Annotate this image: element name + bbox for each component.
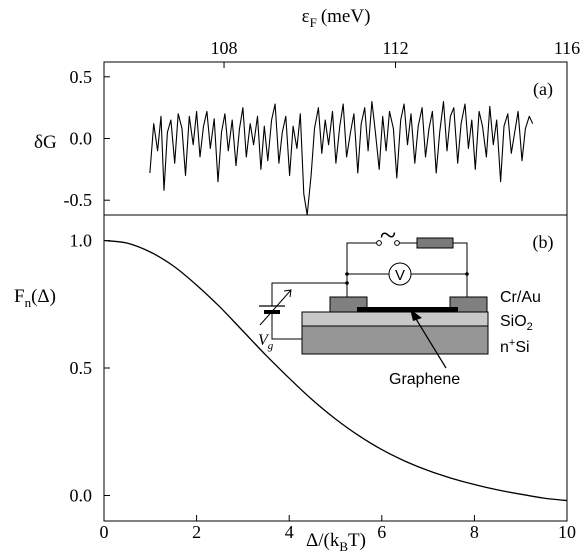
gate-battery-short-plate: [264, 310, 280, 314]
panel-b-x-tick-label: 0: [100, 522, 109, 542]
ac-source-icon: ~: [380, 219, 396, 252]
panel-b-series-line: [103, 239, 568, 502]
panel-b-y-label-tail: (Δ): [31, 286, 56, 307]
voltmeter-label: V: [395, 267, 405, 284]
voltmeter-icon: [388, 262, 412, 286]
panel-a-top-tick-label: 112: [382, 38, 408, 58]
panel-b-x-tick-label: 4: [285, 522, 294, 542]
substrate-layer: [301, 325, 489, 355]
panel-a-y-tick-label: 0.0: [70, 129, 93, 149]
panel-b-y-ticks: 1.0 0.5 0.0: [70, 231, 110, 506]
panel-b-y-label-main: F: [14, 286, 25, 307]
panel-b-y-axis-label: Fn(Δ): [14, 286, 56, 310]
gate-voltage-label: Vg: [258, 332, 274, 352]
substrate-label-plus: +: [509, 337, 515, 349]
contact-right: [449, 296, 488, 313]
panel-b-x-label-main: Δ/(k: [306, 530, 340, 551]
substrate-label-main: n: [500, 339, 509, 356]
panel-b-x-axis-label: Δ/(kBT): [306, 530, 366, 554]
panel-b-x-tick-label: 10: [558, 522, 576, 542]
gate-arrow-head: [283, 289, 292, 298]
top-axis-title-sub: F: [310, 15, 317, 30]
panel-a-top-ticks: 108 112 116: [211, 38, 580, 68]
panel-b-x-ticks: 0 2 4 6 8 10: [100, 515, 576, 542]
panel-a-y-axis-label: δG: [34, 132, 57, 153]
panel-b-y-tick-label: 0.0: [70, 486, 93, 506]
wire-gate-top: [271, 282, 347, 306]
panel-b-x-tick-label: 6: [377, 522, 386, 542]
substrate-label: n+Si: [500, 337, 530, 356]
junction-dot-left: [345, 272, 349, 276]
contact-label: Cr/Au: [500, 289, 541, 306]
wire-top-left: [346, 242, 378, 297]
oxide-label-main: SiO: [500, 313, 527, 330]
panel-b-x-label-tail: T): [348, 530, 366, 551]
panel-b-y-tick-label: 0.5: [70, 358, 93, 378]
graphene-pointer-arrow-head: [410, 309, 422, 321]
series-resistor: [416, 237, 454, 249]
graphene-strip: [357, 307, 458, 312]
panel-b-y-tick-label: 1.0: [70, 231, 93, 251]
panel-b-x-tick-label: 8: [470, 522, 479, 542]
gate-label-main: V: [258, 332, 270, 349]
panel-b-label: (b): [533, 232, 554, 253]
switch-contact-left: [376, 240, 382, 246]
top-axis-title-unit: (meV): [321, 6, 371, 27]
panel-b-x-tick-label: 2: [192, 522, 201, 542]
switch-contact-right: [394, 240, 400, 246]
panel-a-y-tick-label: 0.5: [70, 67, 93, 87]
panel-b-y-label-sub: n: [25, 295, 32, 310]
substrate-label-tail: Si: [515, 339, 529, 356]
gate-label-sub: g: [268, 340, 274, 352]
wire-gate-bottom: [271, 312, 302, 340]
panel-a-y-ticks: 0.5 0.0 -0.5: [64, 67, 110, 210]
panel-a-y-tick-label: -0.5: [64, 190, 93, 210]
oxide-label-sub: 2: [527, 321, 533, 333]
panel-a-top-axis-title: εF (meV): [302, 6, 371, 30]
graphene-label: Graphene: [389, 371, 460, 388]
circuit-wires: [259, 242, 468, 340]
wire-top-right: [453, 242, 468, 297]
panel-b: 0 2 4 6 8 10 1.00.50.0 Fn(Δ) Δ/(kBT) (b): [14, 214, 576, 554]
panel-a-top-tick-label: 108: [211, 38, 238, 58]
oxide-layer: [301, 311, 489, 327]
panel-b-x-label-sub: B: [339, 539, 348, 554]
graphene-pointer-arrow: [412, 313, 447, 369]
panel-a: εF (meV) 108 112 116 0.5 0.0 -0.5 δG (a): [34, 6, 580, 216]
oxide-label: SiO2: [500, 313, 533, 333]
panel-a-top-tick-label: 116: [554, 38, 580, 58]
panel-b-frame: [103, 214, 568, 522]
panel-a-series-line: [149, 100, 534, 216]
top-axis-title-prefix: ε: [302, 6, 310, 27]
inset-device-schematic: ~ V Cr/Au SiO2 n+Si Vg Graphene: [258, 219, 541, 388]
junction-dot-gate: [345, 281, 349, 285]
junction-dot-right: [465, 272, 469, 276]
panel-a-label: (a): [533, 79, 553, 100]
gate-arrow: [259, 289, 292, 326]
